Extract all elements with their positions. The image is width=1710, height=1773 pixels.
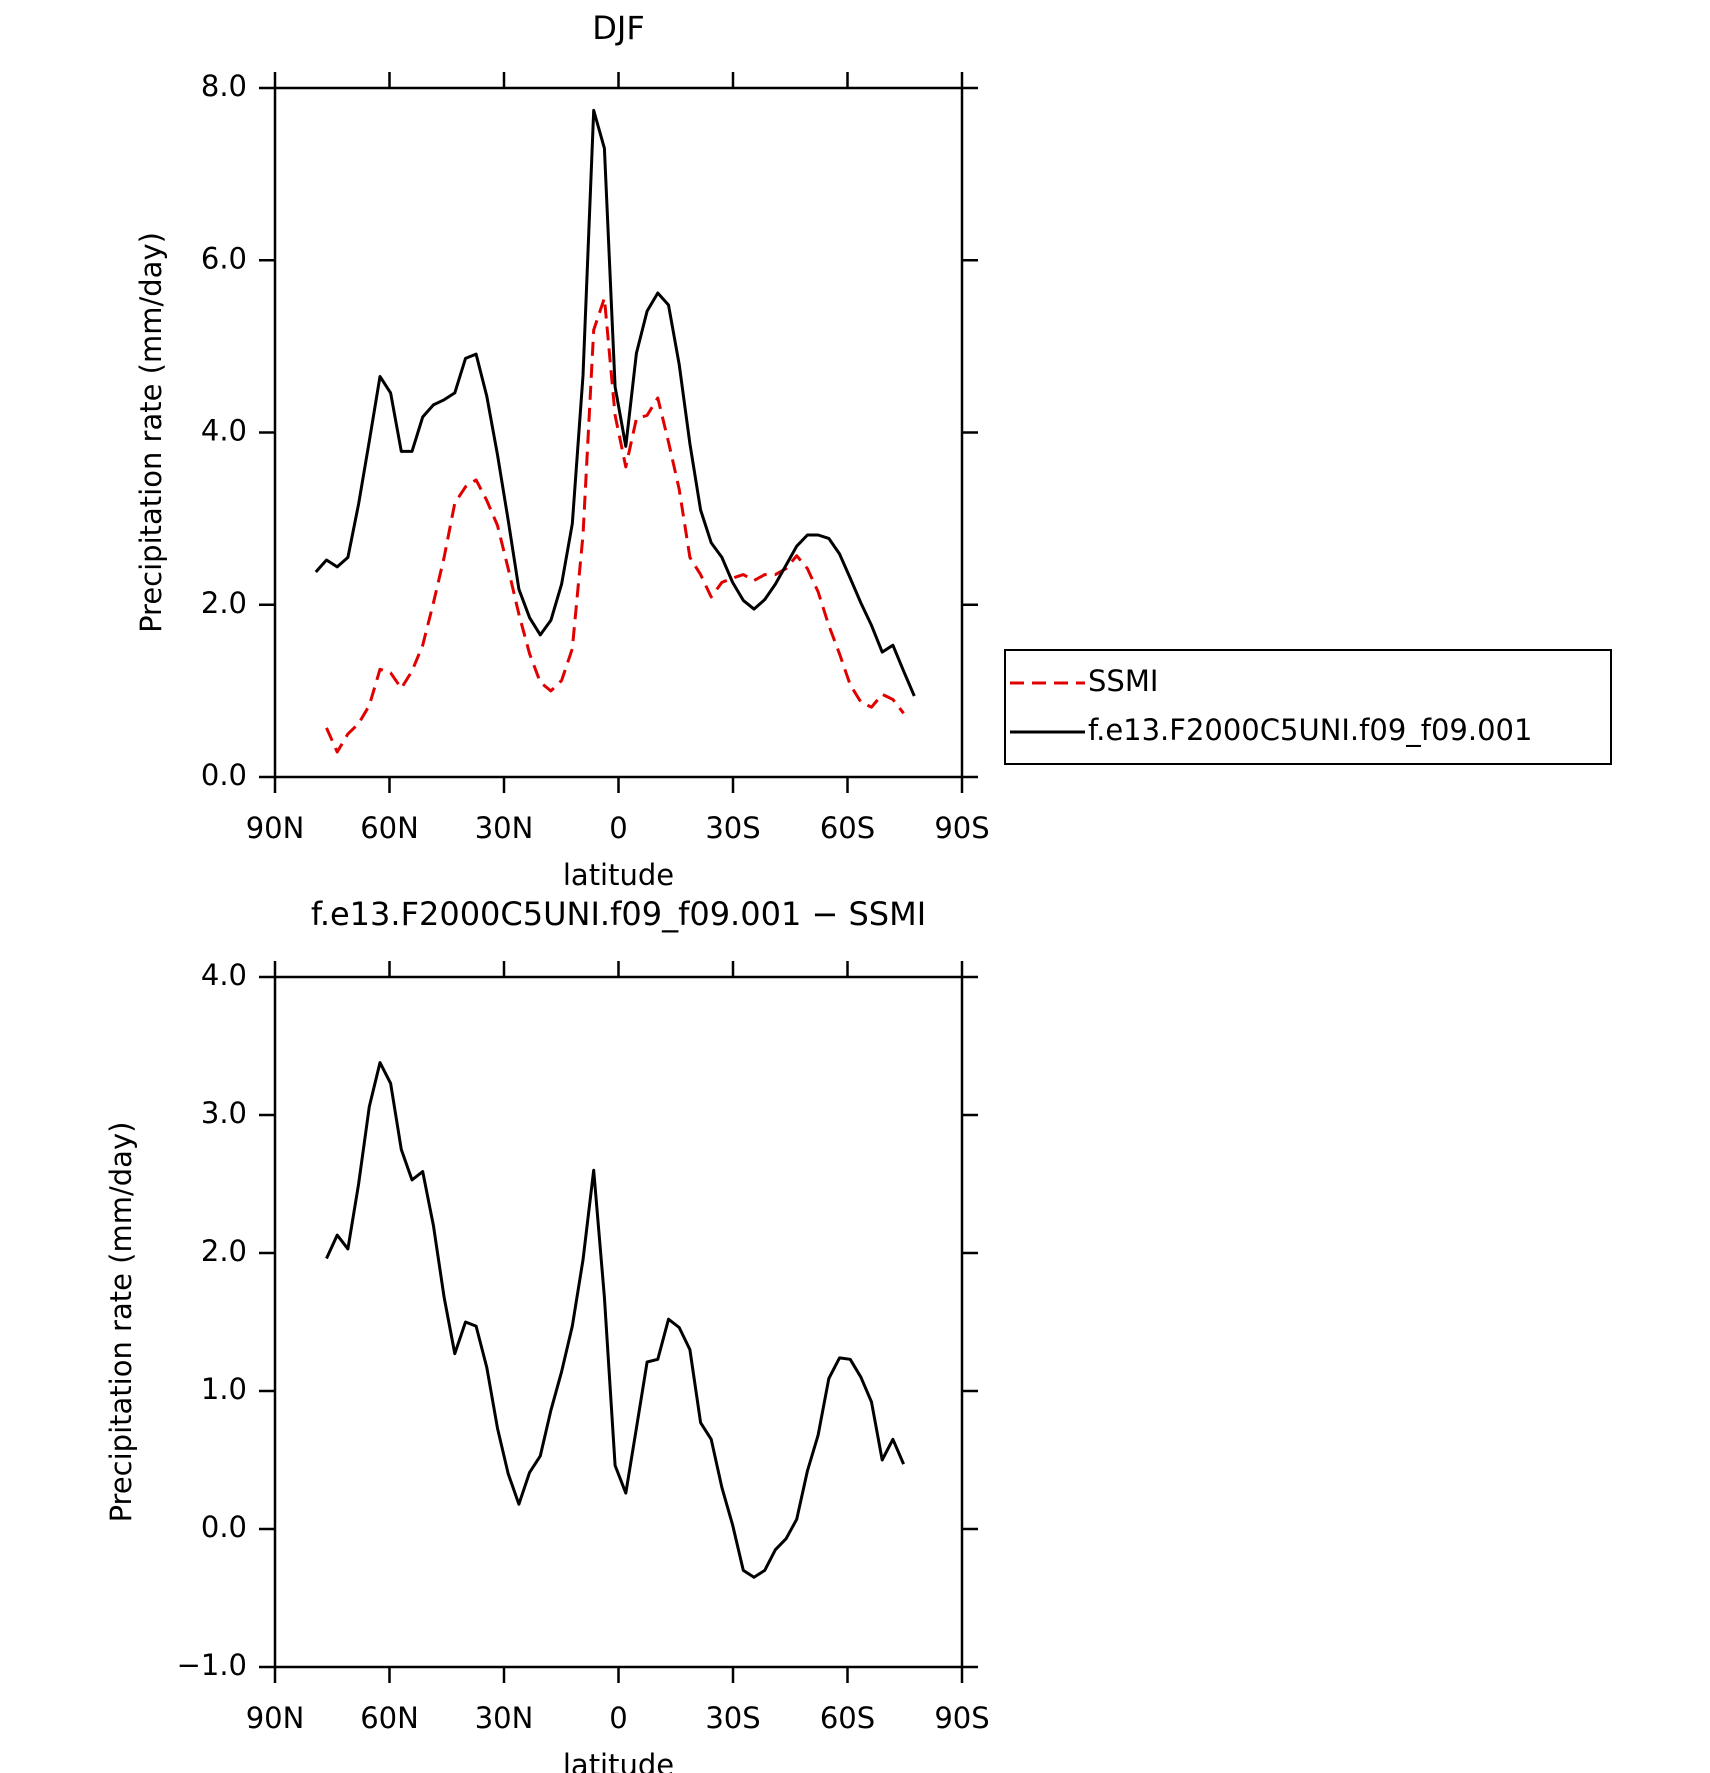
y-tick-label: 6.0 xyxy=(201,241,247,275)
legend-label: f.e13.F2000C5UNI.f09_f09.001 xyxy=(1088,713,1532,747)
x-tick-label: 90S xyxy=(934,811,989,845)
y-axis-label: Precipitation rate (mm/day) xyxy=(134,232,168,633)
x-axis-label: latitude xyxy=(563,1748,674,1773)
x-tick-label: 60S xyxy=(820,811,875,845)
y-tick-label: 8.0 xyxy=(201,69,247,103)
x-axis-label: latitude xyxy=(563,858,674,892)
x-tick-label: 30S xyxy=(705,811,760,845)
x-tick-label: 0 xyxy=(609,811,627,845)
legend-box xyxy=(1004,649,1612,765)
y-axis-label: Precipitation rate (mm/day) xyxy=(104,1122,138,1523)
x-tick-label: 90N xyxy=(246,811,305,845)
y-tick-label: 0.0 xyxy=(201,758,247,792)
x-tick-label: 60S xyxy=(820,1701,875,1735)
y-tick-label: 4.0 xyxy=(201,414,247,448)
x-tick-label: 60N xyxy=(360,1701,419,1735)
y-tick-label: 0.0 xyxy=(201,1510,247,1544)
y-tick-label: 2.0 xyxy=(201,1234,247,1268)
x-tick-label: 30N xyxy=(475,811,534,845)
y-tick-label: 1.0 xyxy=(201,1372,247,1406)
plot-frame xyxy=(273,86,964,779)
y-tick-label: −1.0 xyxy=(177,1648,247,1682)
x-tick-label: 60N xyxy=(360,811,419,845)
x-tick-label: 90N xyxy=(246,1701,305,1735)
chart-title: DJF xyxy=(592,9,644,47)
y-tick-label: 2.0 xyxy=(201,586,247,620)
y-tick-label: 4.0 xyxy=(201,958,247,992)
plot-frame xyxy=(273,975,964,1669)
x-tick-label: 30S xyxy=(705,1701,760,1735)
y-tick-label: 3.0 xyxy=(201,1096,247,1130)
x-tick-label: 90S xyxy=(934,1701,989,1735)
data-line xyxy=(314,108,916,697)
data-line xyxy=(325,1061,905,1579)
chart-title: f.e13.F2000C5UNI.f09_f09.001 − SSMI xyxy=(311,895,926,933)
x-tick-label: 30N xyxy=(475,1701,534,1735)
data-line xyxy=(325,296,905,754)
legend-label: SSMI xyxy=(1088,664,1158,698)
x-tick-label: 0 xyxy=(609,1701,627,1735)
